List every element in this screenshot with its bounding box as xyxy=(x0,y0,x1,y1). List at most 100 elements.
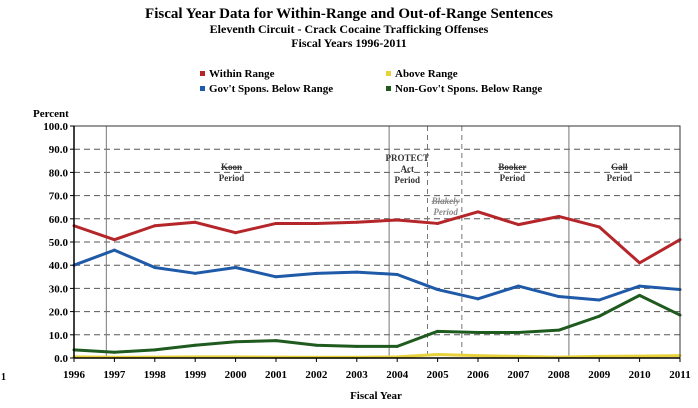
x-tick-label: 2011 xyxy=(669,369,690,381)
data-point xyxy=(355,270,359,274)
legend-entry: Above Range xyxy=(395,68,458,80)
series-line-1 xyxy=(73,353,681,359)
x-tick-label: 2004 xyxy=(386,369,409,381)
chart-subtitle-2: Fiscal Years 1996-2011 xyxy=(291,36,407,50)
data-point xyxy=(476,210,480,214)
data-point xyxy=(516,330,520,334)
series-line-2 xyxy=(73,248,681,302)
legend-entry: Within Range xyxy=(209,68,275,80)
legend-swatch xyxy=(386,71,391,76)
x-tick-label: 2000 xyxy=(225,369,248,381)
x-tick-label: 2006 xyxy=(467,369,490,381)
period-label: Period xyxy=(433,207,458,217)
data-point xyxy=(193,220,197,224)
legend-swatch xyxy=(200,71,205,76)
legend-entry: Gov't Spons. Below Range xyxy=(209,83,333,95)
x-tick-label: 2002 xyxy=(305,369,328,381)
legend-swatch xyxy=(386,86,391,91)
data-point xyxy=(234,266,238,270)
data-point xyxy=(234,340,238,344)
data-point xyxy=(395,344,399,348)
period-label: Period xyxy=(607,173,633,183)
x-tick-label: 2010 xyxy=(629,369,652,381)
data-point xyxy=(395,218,399,222)
data-point xyxy=(436,353,440,357)
x-tick-label: 1999 xyxy=(184,369,207,381)
data-point xyxy=(638,293,642,297)
y-axis-label: Percent xyxy=(33,108,69,120)
data-point xyxy=(153,224,157,228)
data-point xyxy=(234,231,238,235)
x-tick-label: 1998 xyxy=(144,369,167,381)
period-label: Period xyxy=(500,173,526,183)
y-tick-label: 100.0 xyxy=(43,121,68,133)
data-point xyxy=(516,354,520,358)
data-point xyxy=(153,348,157,352)
series-lines xyxy=(72,210,682,359)
x-tick-label: 2008 xyxy=(548,369,571,381)
period-label: Koon xyxy=(221,162,242,172)
series-line-0 xyxy=(73,210,681,265)
data-point xyxy=(355,344,359,348)
x-tick-label: 2001 xyxy=(265,369,287,381)
y-tick-label: 40.0 xyxy=(49,260,69,272)
x-tick-label: 1996 xyxy=(63,369,86,381)
data-point xyxy=(476,354,480,358)
period-label: Period xyxy=(219,173,245,183)
y-tick-label: 50.0 xyxy=(49,237,69,249)
data-point xyxy=(557,328,561,332)
data-point xyxy=(638,261,642,265)
period-label: Blakely xyxy=(431,196,461,206)
legend-entry: Non-Gov't Spons. Below Range xyxy=(395,83,542,95)
period-annotations: KoonPeriodPROTECTActPeriodBlakelyPeriodB… xyxy=(105,126,633,358)
x-tick-labels: 1996 1997 1998 1999 2000 2001 2002 2003 2004 2005… xyxy=(63,358,691,381)
y-tick-labels: 0.0 10.0 20.0 30.0 40.0 50.0 60.0 70.0 80.0 90.0 1… xyxy=(43,121,74,365)
data-point xyxy=(112,238,116,242)
data-point xyxy=(112,248,116,252)
data-point xyxy=(153,266,157,270)
data-point xyxy=(314,343,318,347)
data-point xyxy=(597,298,601,302)
data-point xyxy=(557,295,561,299)
data-point xyxy=(638,354,642,358)
data-point xyxy=(476,330,480,334)
y-tick-label: 10.0 xyxy=(49,330,69,342)
x-axis-label: Fiscal Year xyxy=(350,390,402,402)
data-point xyxy=(557,214,561,218)
y-tick-label: 0.0 xyxy=(54,353,68,365)
data-point xyxy=(193,271,197,275)
grid xyxy=(74,148,680,336)
data-point xyxy=(314,221,318,225)
data-point xyxy=(476,297,480,301)
data-point xyxy=(274,221,278,225)
data-point xyxy=(436,288,440,292)
period-label: Period xyxy=(395,175,421,185)
data-point xyxy=(274,275,278,279)
data-point xyxy=(436,221,440,225)
x-tick-label: 1997 xyxy=(103,369,126,381)
chart-subtitle-1: Eleventh Circuit - Crack Cocaine Traffic… xyxy=(210,22,489,36)
data-point xyxy=(112,350,116,354)
data-point xyxy=(597,225,601,229)
legend: Within Range Above Range Gov't Spons. Belo… xyxy=(200,68,542,95)
y-tick-label: 60.0 xyxy=(49,214,69,226)
period-label: Act xyxy=(401,164,415,174)
y-tick-label: 20.0 xyxy=(49,307,69,319)
data-point xyxy=(597,314,601,318)
y-tick-label: 70.0 xyxy=(49,191,69,203)
data-point xyxy=(274,339,278,343)
data-point xyxy=(597,354,601,358)
series-line-3 xyxy=(73,293,681,354)
y-tick-label: 30.0 xyxy=(49,283,69,295)
data-point xyxy=(436,329,440,333)
y-tick-label: 80.0 xyxy=(49,167,69,179)
period-label: PROTECT xyxy=(386,153,430,163)
period-label: Gall xyxy=(611,162,628,172)
y-tick-label: 90.0 xyxy=(49,144,69,156)
data-point xyxy=(395,272,399,276)
data-point xyxy=(193,343,197,347)
x-tick-label: 2005 xyxy=(427,369,450,381)
chart-title: Fiscal Year Data for Within-Range and Ou… xyxy=(145,6,553,22)
data-point xyxy=(638,284,642,288)
